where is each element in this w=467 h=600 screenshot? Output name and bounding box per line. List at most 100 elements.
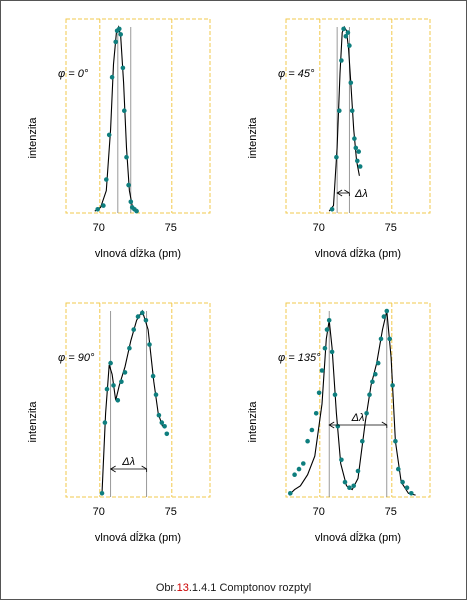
- data-point: [322, 345, 328, 351]
- y-axis-label: intenzita: [27, 117, 39, 159]
- chart-panel-1: φ = 0° 70 75 vlnová dĺžka (pm) intenzita: [27, 18, 211, 260]
- data-point: [356, 149, 362, 154]
- data-point: [390, 383, 395, 388]
- data-point: [147, 342, 152, 347]
- data-point: [153, 392, 159, 398]
- caption-suffix: .1.4.1 Comptonov rozptyl: [188, 582, 312, 594]
- angle-label: φ = 0°: [58, 68, 89, 80]
- data-point: [159, 420, 165, 425]
- data-point: [128, 199, 134, 205]
- data-point: [118, 32, 123, 37]
- data-point: [95, 207, 100, 212]
- x-axis-label: vlnová dĺžka (pm): [315, 247, 401, 260]
- plot-frame: [65, 302, 211, 498]
- data-point: [387, 336, 393, 342]
- data-point: [120, 65, 126, 71]
- data-point: [162, 424, 167, 429]
- data-point: [339, 457, 344, 463]
- data-point: [393, 438, 398, 444]
- data-point: [288, 491, 293, 496]
- y-axis-label: intenzita: [27, 401, 39, 443]
- data-point: [305, 438, 310, 444]
- x-axis-label: vlnová dĺžka (pm): [95, 247, 181, 260]
- data-point: [352, 136, 357, 141]
- x-tick-label: 70: [93, 506, 105, 518]
- data-point: [102, 420, 108, 425]
- data-point: [316, 390, 322, 396]
- angle-label: φ = 90°: [58, 352, 95, 364]
- delta-arrow-head-left: [109, 465, 116, 473]
- data-point: [345, 30, 351, 35]
- data-point: [355, 468, 361, 474]
- data-point: [324, 327, 330, 332]
- data-point: [334, 154, 339, 160]
- data-point: [143, 318, 149, 323]
- delta-lambda-label: Δλ: [121, 456, 135, 468]
- data-point: [351, 483, 357, 489]
- data-point: [301, 461, 306, 466]
- data-point: [99, 491, 105, 496]
- data-point: [329, 349, 335, 355]
- data-point: [104, 386, 110, 392]
- data-point: [339, 58, 344, 63]
- fitted-curve: [101, 309, 164, 494]
- data-point: [313, 411, 319, 416]
- delta-arrow-head-right: [381, 421, 388, 428]
- chart-panel-4: Δλ φ = 135° 70 75 vlnová dĺžka (pm) intenzita: [247, 302, 431, 544]
- x-tick-label: 70: [313, 222, 325, 234]
- data-point: [122, 370, 128, 375]
- data-point: [347, 485, 352, 491]
- caption-number: 13: [176, 582, 189, 594]
- data-point: [342, 479, 348, 485]
- data-point: [355, 158, 360, 164]
- data-point: [370, 379, 375, 385]
- data-point: [357, 164, 363, 169]
- data-point: [375, 360, 381, 366]
- data-point: [400, 479, 405, 485]
- data-point: [126, 182, 131, 188]
- data-point: [384, 308, 390, 314]
- delta-arrow-head-right: [344, 189, 350, 196]
- data-point: [150, 373, 156, 379]
- data-point: [348, 80, 354, 86]
- data-point: [115, 398, 121, 403]
- data-point: [364, 411, 369, 416]
- caption-prefix: Obr.: [155, 582, 177, 594]
- data-point: [104, 177, 109, 182]
- x-tick-label: 75: [165, 506, 177, 518]
- data-point: [409, 491, 414, 496]
- angle-label: φ = 135°: [278, 352, 321, 364]
- plot-frame: [285, 18, 431, 214]
- data-point: [124, 154, 129, 160]
- plot-frame: [65, 18, 211, 214]
- fitted-curve: [328, 25, 360, 212]
- data-point: [343, 34, 349, 39]
- angle-label: φ = 45°: [278, 68, 315, 80]
- x-tick-label: 75: [385, 222, 397, 234]
- data-point: [353, 145, 359, 151]
- data-point: [329, 207, 335, 212]
- fitted-curve: [94, 25, 138, 212]
- data-point: [367, 392, 372, 398]
- data-point: [347, 43, 352, 48]
- data-point: [122, 108, 127, 113]
- data-point: [337, 108, 342, 113]
- y-axis-label: intenzita: [247, 401, 259, 443]
- chart-panel-3: Δλ φ = 90° 70 75 vlnová dĺžka (pm) intenzita: [27, 302, 211, 544]
- data-point: [319, 368, 325, 373]
- data-point: [332, 392, 338, 398]
- data-point: [108, 360, 113, 366]
- data-point: [292, 472, 297, 478]
- delta-arrow-head-left: [328, 421, 335, 429]
- delta-lambda-label: Δλ: [351, 412, 365, 424]
- data-point: [373, 371, 378, 377]
- data-point: [135, 314, 141, 319]
- data-point: [156, 412, 162, 418]
- data-point: [134, 208, 139, 214]
- figure-caption: Obr.13.1.4.1 Comptonov rozptyl: [0, 582, 467, 594]
- data-point: [404, 485, 410, 491]
- y-axis-label: intenzita: [247, 117, 259, 159]
- delta-lambda-label: Δλ: [354, 188, 368, 200]
- x-tick-label: 70: [93, 222, 105, 234]
